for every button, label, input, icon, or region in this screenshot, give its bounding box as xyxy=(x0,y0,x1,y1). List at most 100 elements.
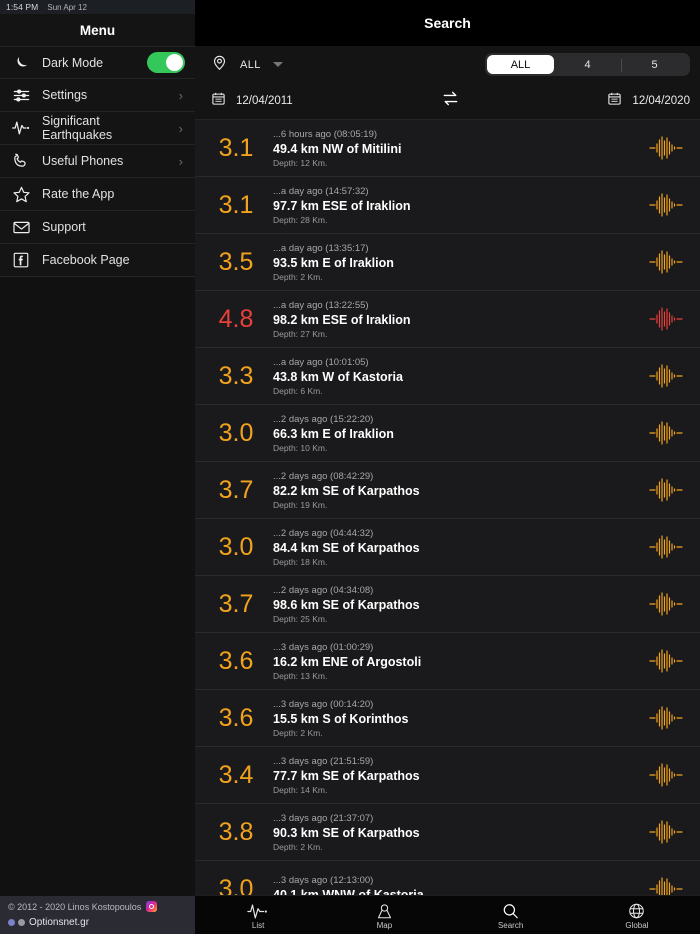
sidebar-menu-list: Dark Mode Settings › xyxy=(0,46,195,277)
quake-location: 84.4 km SE of Karpathos xyxy=(273,540,420,555)
date-from-field[interactable]: 12/04/2011 xyxy=(211,91,293,111)
chevron-down-icon[interactable] xyxy=(272,62,283,67)
tab-list[interactable]: List xyxy=(195,896,321,934)
location-pin-icon xyxy=(211,54,228,76)
quake-location: 93.5 km E of Iraklion xyxy=(273,255,394,270)
quake-depth: Depth: 2 Km. xyxy=(273,841,323,852)
magnitude-value: 3.7 xyxy=(218,475,254,504)
tab-global[interactable]: Global xyxy=(574,896,700,934)
waveform-icon[interactable] xyxy=(646,135,686,161)
waveform-icon[interactable] xyxy=(646,762,686,788)
segment-all[interactable]: ALL xyxy=(487,55,554,74)
instagram-ring xyxy=(149,904,155,909)
table-row[interactable]: 3.7 ...2 days ago (04:34:08) 98.6 km SE of… xyxy=(195,576,700,633)
waveform-icon[interactable] xyxy=(646,876,686,895)
quake-time-ago: ...2 days ago (04:44:32) xyxy=(273,527,374,539)
waveform-icon[interactable] xyxy=(646,477,686,503)
quake-depth: Depth: 2 Km. xyxy=(273,271,323,282)
dark-mode-toggle[interactable] xyxy=(147,52,185,73)
sidebar-item-dark-mode[interactable]: Dark Mode xyxy=(0,46,195,79)
magnitude-value: 4.8 xyxy=(218,304,254,333)
waveform-icon[interactable] xyxy=(646,705,686,731)
magnitude-value: 3.3 xyxy=(218,361,254,390)
date-range-bar: 12/04/2011 12/04/2020 xyxy=(195,83,700,120)
chevron-right-icon: › xyxy=(178,87,183,103)
waveform-icon[interactable] xyxy=(646,249,686,275)
table-row[interactable]: 3.7 ...2 days ago (08:42:29) 82.2 km SE of… xyxy=(195,462,700,519)
sidebar-item-settings[interactable]: Settings › xyxy=(0,79,195,112)
swap-arrows-icon[interactable] xyxy=(440,88,461,114)
table-row[interactable]: 3.3 ...a day ago (10:01:05) 43.8 km W of K… xyxy=(195,348,700,405)
segment-4[interactable]: 4 xyxy=(584,58,591,71)
table-row[interactable]: 3.6 ...3 days ago (00:14:20) 15.5 km S of … xyxy=(195,690,700,747)
table-row[interactable]: 3.4 ...3 days ago (21:51:59) 77.7 km SE of… xyxy=(195,747,700,804)
table-row[interactable]: 3.5 ...a day ago (13:35:17) 93.5 km E of I… xyxy=(195,234,700,291)
waveform-icon[interactable] xyxy=(646,363,686,389)
quake-info: ...3 days ago (01:00:29) 16.2 km ENE of A… xyxy=(269,642,646,681)
status-bar: 1:54 PM Sun Apr 12 xyxy=(0,0,195,14)
magnitude-value: 3.8 xyxy=(218,817,254,846)
quake-time-ago: ...a day ago (13:35:17) xyxy=(273,242,369,254)
quake-info: ...2 days ago (08:42:29) 82.2 km SE of Ka… xyxy=(269,471,646,510)
date-to-field[interactable]: 12/04/2020 xyxy=(607,91,690,111)
quake-location: 90.3 km SE of Karpathos xyxy=(273,825,420,840)
tab-map[interactable]: Map xyxy=(321,896,447,934)
waveform-icon[interactable] xyxy=(646,192,686,218)
quake-location: 97.7 km ESE of Iraklion xyxy=(273,198,411,213)
magnitude-value: 3.0 xyxy=(218,874,254,896)
location-filter[interactable]: ALL xyxy=(211,54,283,76)
table-row[interactable]: 3.1 ...a day ago (14:57:32) 97.7 km ESE of… xyxy=(195,177,700,234)
sidebar-item-label: Useful Phones xyxy=(42,154,124,168)
waveform-icon[interactable] xyxy=(646,534,686,560)
waveform-icon[interactable] xyxy=(646,306,686,332)
segment-5[interactable]: 5 xyxy=(621,55,688,74)
chevron-right-icon: › xyxy=(178,120,183,136)
main-header: Search xyxy=(195,0,700,46)
sidebar-item-facebook-page[interactable]: Facebook Page xyxy=(0,244,195,277)
quake-info: ...3 days ago (12:13:00) 40.1 km WNW of K… xyxy=(269,875,646,896)
sidebar-item-support[interactable]: Support xyxy=(0,211,195,244)
copyright-row: © 2012 - 2020 Linos Kostopoulos xyxy=(8,901,187,912)
waveform-icon[interactable] xyxy=(646,648,686,674)
magnitude-segmented-control[interactable]: ALL 4 5 xyxy=(485,53,690,76)
sliders-icon xyxy=(10,84,32,106)
quake-info: ...3 days ago (00:14:20) 15.5 km S of Kor… xyxy=(269,699,646,738)
date-from-value: 12/04/2011 xyxy=(236,95,293,107)
search-icon xyxy=(501,901,520,920)
sidebar-item-significant-earthquakes[interactable]: Significant Earthquakes › xyxy=(0,112,195,145)
waveform-icon[interactable] xyxy=(646,420,686,446)
magnitude-value: 3.0 xyxy=(218,418,254,447)
sidebar-spacer xyxy=(0,277,195,896)
brand-row[interactable]: Optionsnet.gr xyxy=(8,917,187,928)
quake-location: 40.1 km WNW of Kastoria xyxy=(273,887,424,896)
location-filter-value: ALL xyxy=(240,58,261,71)
table-row[interactable]: 3.0 ...2 days ago (04:44:32) 84.4 km SE of… xyxy=(195,519,700,576)
table-row[interactable]: 3.8 ...3 days ago (21:37:07) 90.3 km SE of… xyxy=(195,804,700,861)
sidebar-footer: © 2012 - 2020 Linos Kostopoulos Optionsn… xyxy=(0,896,195,934)
chevron-right-icon: › xyxy=(178,153,183,169)
waveform-icon[interactable] xyxy=(646,819,686,845)
magnitude-value: 3.1 xyxy=(218,133,254,162)
table-row[interactable]: 3.0 ...3 days ago (12:13:00) 40.1 km WNW o… xyxy=(195,861,700,895)
sidebar-item-useful-phones[interactable]: Useful Phones › xyxy=(0,145,195,178)
status-date: Sun Apr 12 xyxy=(47,2,87,12)
moon-icon xyxy=(10,52,32,74)
quake-location: 82.2 km SE of Karpathos xyxy=(273,483,420,498)
earthquake-list[interactable]: 3.1 ...6 hours ago (08:05:19) 49.4 km NW o… xyxy=(195,120,700,895)
table-row[interactable]: 3.1 ...6 hours ago (08:05:19) 49.4 km NW o… xyxy=(195,120,700,177)
quake-depth: Depth: 14 Km. xyxy=(273,784,328,795)
bottom-tab-bar: List Map Search xyxy=(195,895,700,934)
quake-depth: Depth: 2 Km. xyxy=(273,727,323,738)
tab-search[interactable]: Search xyxy=(448,896,574,934)
table-row[interactable]: 3.6 ...3 days ago (01:00:29) 16.2 km ENE o… xyxy=(195,633,700,690)
copyright-text: © 2012 - 2020 Linos Kostopoulos xyxy=(8,901,142,912)
table-row[interactable]: 3.0 ...2 days ago (15:22:20) 66.3 km E of … xyxy=(195,405,700,462)
quake-location: 15.5 km S of Korinthos xyxy=(273,711,409,726)
quake-location: 98.6 km SE of Karpathos xyxy=(273,597,420,612)
waveform-icon[interactable] xyxy=(646,591,686,617)
sidebar-item-rate-the-app[interactable]: Rate the App xyxy=(0,178,195,211)
quake-depth: Depth: 6 Km. xyxy=(273,385,323,396)
table-row[interactable]: 4.8 ...a day ago (13:22:55) 98.2 km ESE of… xyxy=(195,291,700,348)
instagram-icon[interactable] xyxy=(146,901,158,912)
